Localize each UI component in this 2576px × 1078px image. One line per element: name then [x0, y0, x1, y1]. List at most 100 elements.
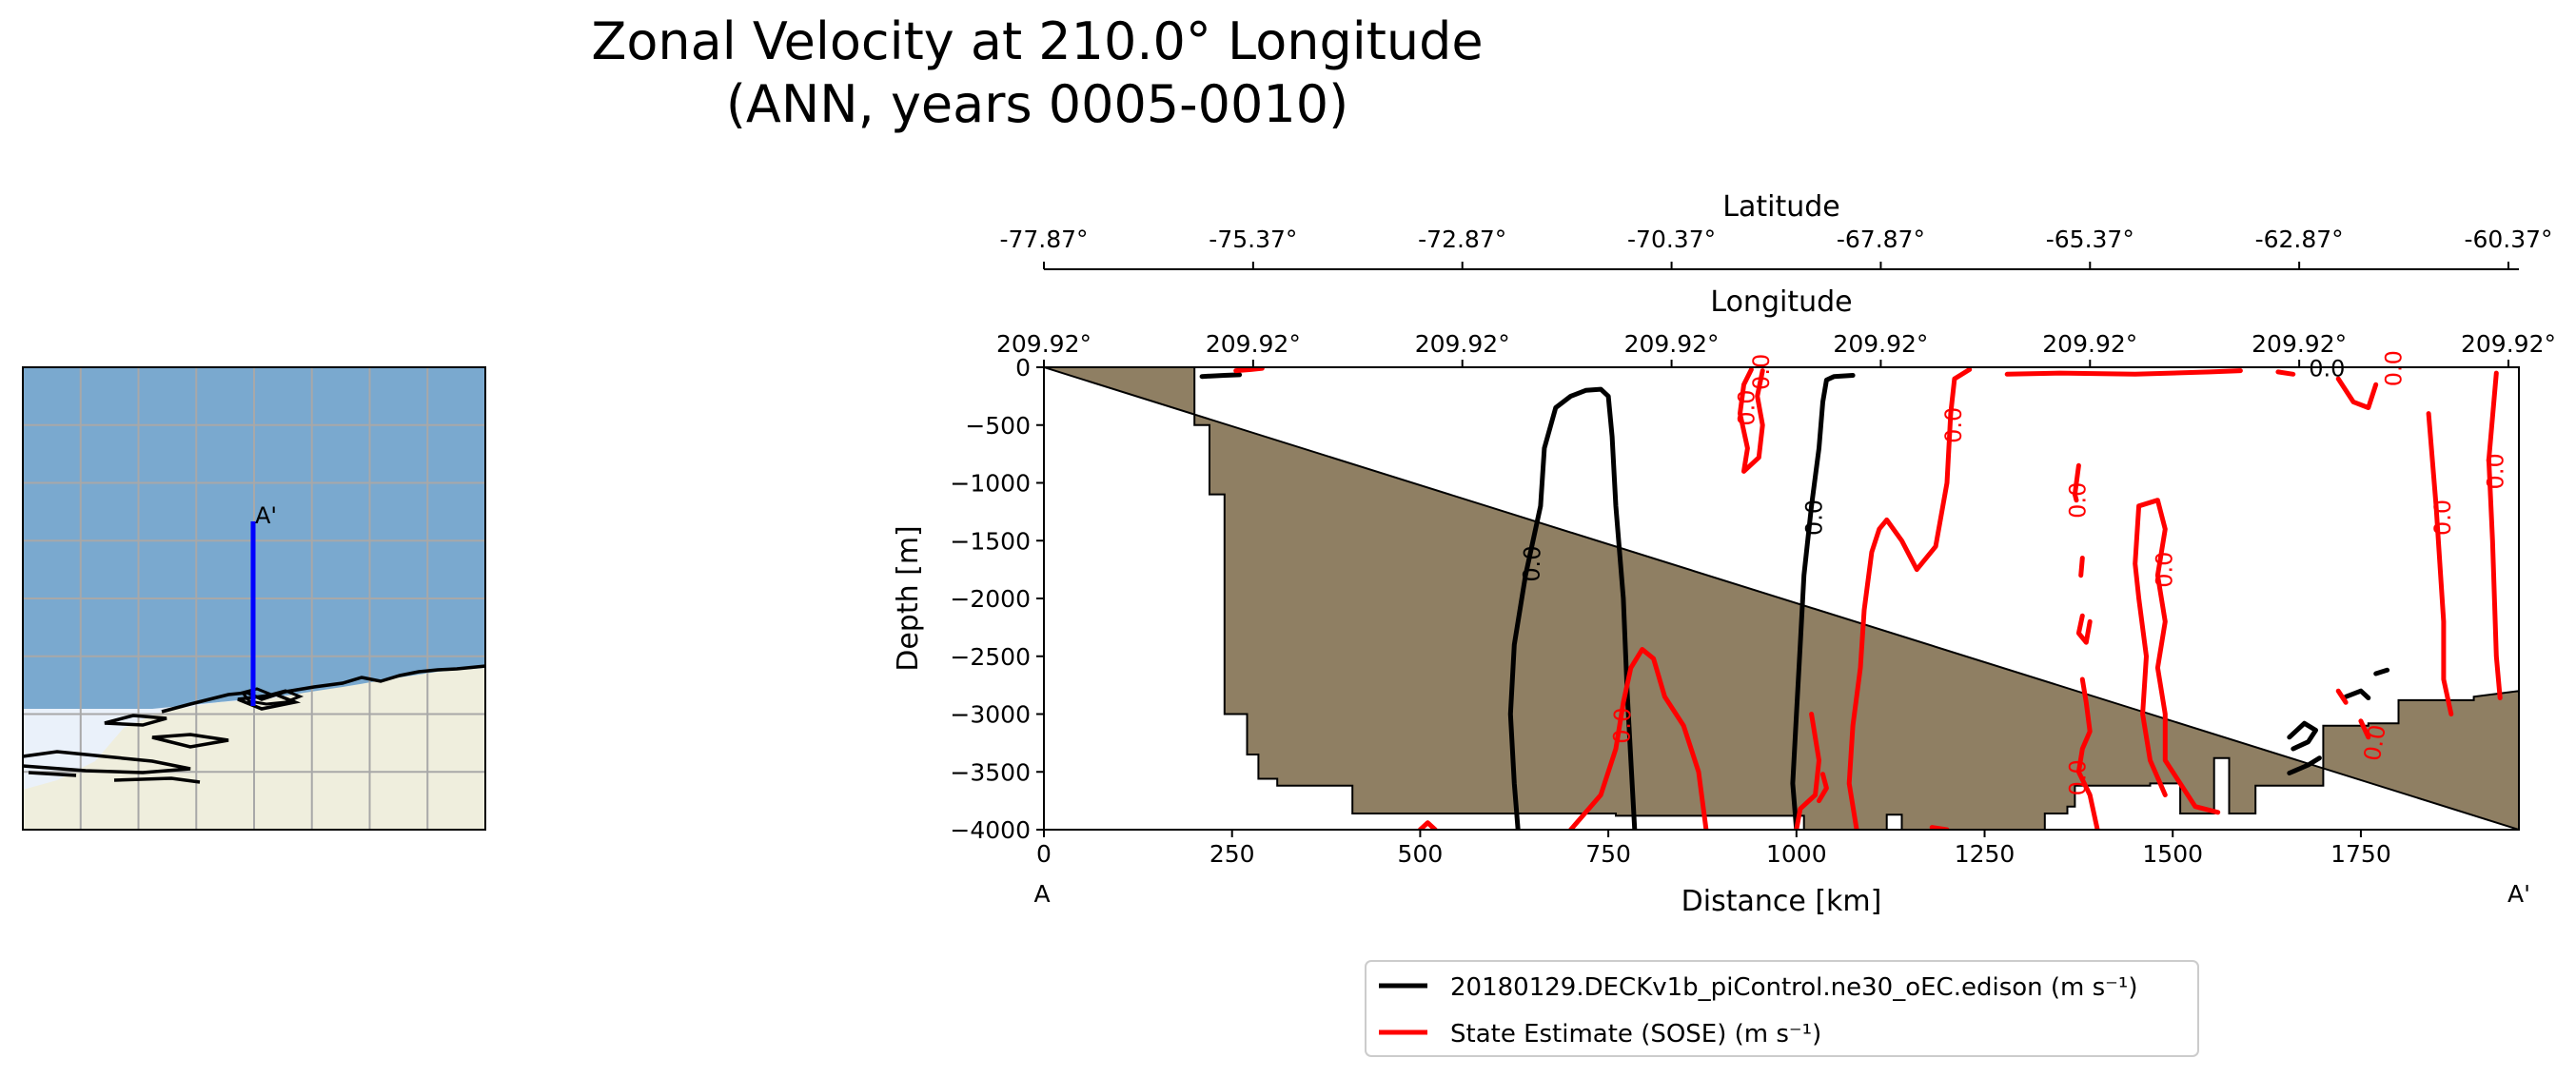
x-tick-label: 500 [1398, 840, 1444, 868]
contour-level-label: 0.0 [2429, 500, 2456, 536]
sose-zero-contour [2078, 556, 2085, 578]
model-zero-contour [1199, 372, 1243, 380]
longitude-tick-label: 209.92° [1415, 330, 1510, 358]
contour-level-label: 0.0 [2064, 482, 2091, 519]
model-zero-contour [2373, 667, 2390, 676]
sose-zero-contour [1817, 772, 1829, 804]
figure-title-line1: Zonal Velocity at 210.0° Longitude [591, 11, 1483, 71]
sose-zero-contour [2075, 613, 2093, 645]
longitude-axis-label: Longitude [1710, 285, 1852, 319]
x-tick-label: 750 [1585, 840, 1631, 868]
sose-zero-contour [2335, 688, 2349, 705]
contour-level-label: 0.0 [2309, 355, 2345, 382]
legend-box [1365, 960, 2199, 1057]
sose-zero-contour [2358, 718, 2371, 740]
contour-level-label: 0.0 [2151, 552, 2177, 588]
model-zero-contour [2287, 755, 2322, 775]
legend-label-model: 20180129.DECKv1b_piControl.ne30_oEC.edis… [1450, 973, 2137, 1002]
latitude-tick-label: -62.87° [2255, 225, 2344, 253]
sose-zero-contour [1738, 367, 1765, 474]
model-contours [1199, 372, 2390, 830]
x-tick-label: 1750 [2330, 840, 2391, 868]
contour-level-label: 0.0 [1608, 707, 1636, 744]
x-tick-label: 1500 [2142, 840, 2203, 868]
y-tick-label: −4000 [950, 816, 1031, 844]
latitude-tick-label: -72.87° [1418, 225, 1506, 253]
y-tick-label: 0 [1015, 354, 1031, 382]
sose-zero-contour [1568, 647, 1709, 830]
x-tick-label: 250 [1209, 840, 1255, 868]
contour-level-label: 0.0 [2064, 759, 2091, 795]
longitude-tick-label: 209.92° [1833, 330, 1928, 358]
figure-title-line2: (ANN, years 0005-0010) [726, 74, 1348, 134]
map-coastline-islands [22, 693, 302, 784]
x-axis-start-label: A [1033, 880, 1050, 908]
y-tick-label: −500 [965, 412, 1031, 440]
map-frame [22, 366, 486, 831]
longitude-tick-label: 209.92° [2461, 330, 2556, 358]
sose-zero-contour [2072, 462, 2081, 503]
sose-contours [1233, 367, 2503, 830]
sose-zero-contour [2426, 411, 2454, 716]
latitude-axis-ticks: -77.87° -75.37° -72.87° -70.37° -67.87° -65.3… [999, 225, 2553, 269]
contour-level-label: 0.0 [1940, 407, 1967, 443]
contour-level-label: 0.0 [1518, 545, 1545, 582]
longitude-axis-ticks: 209.92° 209.92° 209.92° 209.92° 209.92° 209.9… [996, 330, 2556, 367]
contour-level-label: 0.0 [1801, 500, 1828, 536]
latitude-tick-label: -60.37° [2464, 225, 2552, 253]
y-tick-label: −3500 [950, 758, 1031, 786]
sose-zero-contour [1846, 367, 1973, 830]
latitude-axis-label: Latitude [1722, 190, 1839, 224]
x-tick-label: 1250 [1955, 840, 2016, 868]
longitude-tick-label: 209.92° [1624, 330, 1720, 358]
contour-level-label: 0.0 [1748, 354, 1775, 390]
contour-level-label: 0.0 [2381, 350, 2408, 386]
bathymetry-fill [1044, 367, 2519, 830]
y-axis-ticks: 0 −500 −1000 −1500 −2000 −2500 −3000 −3500 −4000 [950, 354, 1044, 844]
latitude-tick-label: -70.37° [1627, 225, 1716, 253]
y-tick-label: −1500 [950, 527, 1031, 555]
model-zero-contour [1507, 386, 1638, 830]
sose-zero-contour [2075, 676, 2100, 830]
x-axis-label: Distance [km] [1681, 885, 1882, 918]
sose-zero-contour [1417, 820, 1438, 830]
sose-zero-contour [2335, 376, 2379, 410]
longitude-tick-label: 209.92° [2252, 330, 2347, 358]
sose-zero-contour [1794, 712, 1821, 830]
y-axis-label: Depth [m] [892, 525, 925, 672]
map-coastline [161, 664, 486, 714]
longitude-tick-label: 209.92° [2042, 330, 2137, 358]
sose-zero-contour [2133, 498, 2221, 815]
latitude-tick-label: -77.87° [999, 225, 1088, 253]
latitude-tick-label: -67.87° [1837, 225, 1925, 253]
y-tick-label: −2000 [950, 585, 1031, 613]
contour-level-label: 0.0 [2359, 722, 2391, 762]
map-transect-end-label: A' [255, 502, 277, 529]
longitude-tick-label: 209.92° [996, 330, 1091, 358]
y-tick-label: −1000 [950, 470, 1031, 498]
inset-map: A' [22, 366, 486, 831]
sose-zero-contour [2004, 368, 2243, 377]
x-axis-end-label: A' [2507, 880, 2530, 908]
sose-zero-contour [2486, 370, 2503, 700]
y-tick-label: −2500 [950, 643, 1031, 671]
section-plot: 0.00.00.00.00.00.00.00.00.00.00.00.00.00… [892, 190, 2556, 918]
sose-zero-contour [2275, 369, 2296, 377]
model-zero-contour [1790, 373, 1856, 830]
longitude-tick-label: 209.92° [1206, 330, 1301, 358]
contour-level-label: 0.0 [2482, 453, 2508, 489]
model-zero-contour [2343, 688, 2371, 700]
y-tick-label: −3000 [950, 701, 1031, 729]
x-axis-ticks: 0 250 500 750 1000 1250 1500 1750 [1036, 830, 2391, 868]
x-tick-label: 0 [1036, 840, 1052, 868]
model-zero-contour [2287, 720, 2318, 752]
contour-level-label: 0.0 [1733, 389, 1760, 425]
latitude-tick-label: -75.37° [1209, 225, 1297, 253]
legend-label-sose: State Estimate (SOSE) (m s⁻¹) [1450, 1020, 1821, 1049]
contour-labels: 0.00.00.00.00.00.00.00.00.00.00.00.00.00… [1518, 350, 2508, 795]
x-tick-label: 1000 [1766, 840, 1827, 868]
latitude-tick-label: -65.37° [2046, 225, 2134, 253]
sose-zero-contour [1233, 367, 1265, 374]
legend: 20180129.DECKv1b_piControl.ne30_oEC.edis… [1365, 960, 2199, 1057]
